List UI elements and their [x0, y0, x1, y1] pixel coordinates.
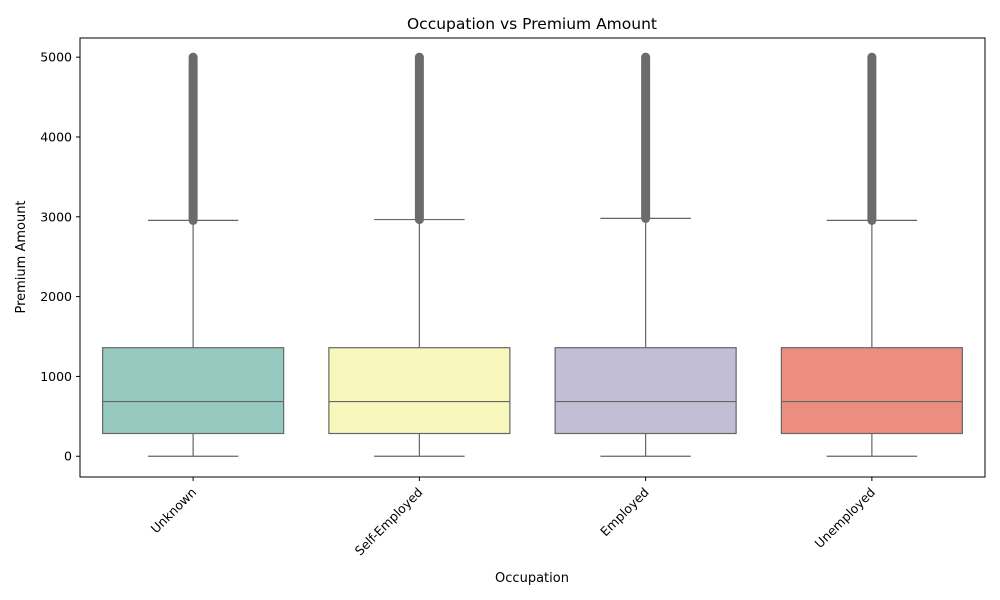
plot-area: 0 1000 2000 3000 4000 5000 Unknown Self-Employe… — [40, 37, 986, 559]
chart-title: Occupation vs Premium Amount — [407, 15, 657, 33]
x-tick-label: Unemployed — [812, 485, 878, 551]
box-unemployed — [780, 347, 963, 435]
y-axis-label: Premium Amount — [14, 200, 29, 313]
box-self-employed — [328, 347, 511, 435]
y-tick-label: 5000 — [40, 50, 72, 65]
y-tick-label: 2000 — [40, 289, 72, 304]
y-tick-label: 1000 — [40, 369, 72, 384]
box-employed — [554, 347, 737, 435]
y-tick-label: 3000 — [40, 209, 72, 224]
x-tick-label: Unknown — [148, 485, 200, 537]
y-tick-label: 4000 — [40, 129, 72, 144]
box-unknown — [102, 347, 285, 435]
x-tick-label: Self-Employed — [352, 485, 426, 559]
y-tick-label: 0 — [64, 449, 72, 464]
x-axis-label: Occupation — [495, 571, 569, 586]
x-tick-label: Employed — [597, 485, 652, 540]
axes-frame — [79, 37, 986, 478]
